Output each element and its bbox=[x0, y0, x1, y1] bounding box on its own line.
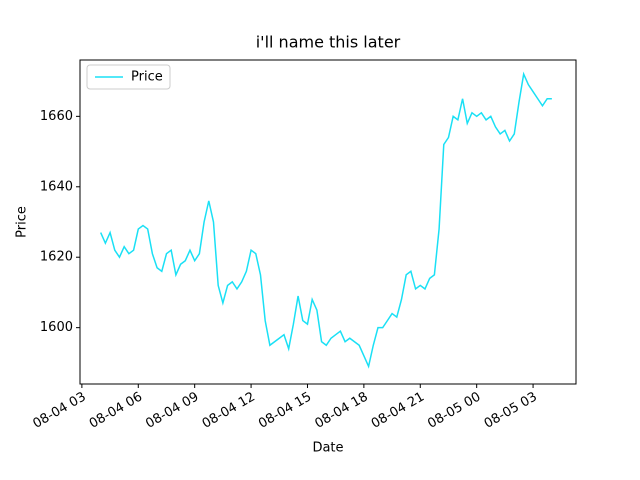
x-tick-label: 08-04 15 bbox=[256, 390, 314, 432]
y-tick-label: 1660 bbox=[40, 109, 73, 124]
x-tick-label: 08-04 12 bbox=[200, 390, 258, 432]
plot-frame bbox=[79, 59, 577, 385]
legend-label: Price bbox=[131, 70, 163, 85]
legend-box bbox=[86, 64, 171, 90]
x-tick-label: 08-05 03 bbox=[482, 390, 540, 432]
y-tick-label: 1620 bbox=[40, 250, 73, 265]
x-tick-label: 08-05 00 bbox=[425, 390, 483, 432]
chart-title: i'll name this later bbox=[256, 33, 401, 52]
y-tick-label: 1640 bbox=[40, 179, 73, 194]
y-axis-label: Price bbox=[15, 206, 30, 238]
x-tick-label: 08-04 06 bbox=[87, 390, 145, 432]
x-tick-label: 08-04 03 bbox=[31, 390, 89, 432]
y-tick-label: 1600 bbox=[40, 320, 73, 335]
x-axis-label: Date bbox=[312, 441, 343, 456]
price-line bbox=[99, 71, 552, 369]
x-tick-label: 08-04 18 bbox=[313, 390, 371, 432]
x-tick-label: 08-04 09 bbox=[143, 390, 201, 432]
x-tick-label: 08-04 21 bbox=[369, 390, 427, 432]
